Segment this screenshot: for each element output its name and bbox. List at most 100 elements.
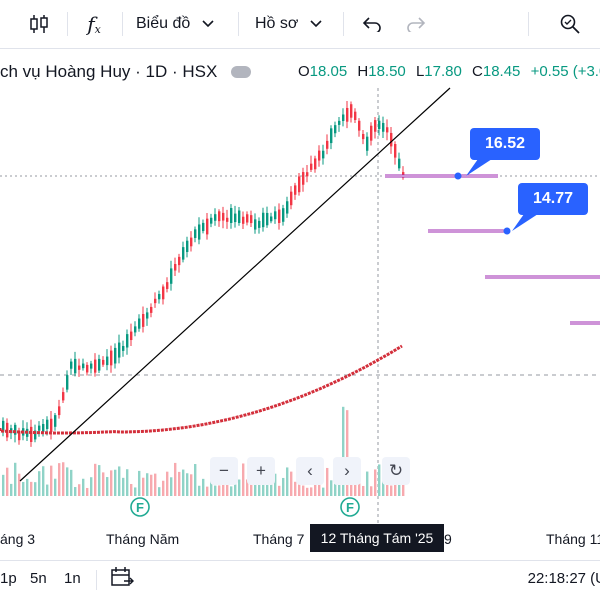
low-value: 17.80 — [424, 63, 462, 80]
x-axis-label: Tháng 7 — [253, 531, 305, 547]
redo-icon[interactable] — [402, 8, 430, 40]
volume-bar — [198, 485, 201, 496]
candle-body — [50, 418, 53, 432]
candle-body — [30, 426, 33, 442]
volume-bar — [270, 476, 273, 496]
profile-dropdown[interactable]: Hồ sơ — [255, 8, 322, 40]
event-marker — [130, 497, 150, 517]
volume-bar — [90, 477, 93, 496]
price-badge-lower[interactable]: 14.77 — [518, 183, 588, 215]
volume-bar — [42, 466, 45, 496]
volume-bar — [86, 487, 89, 496]
candle-body — [122, 345, 125, 351]
range-1n[interactable]: 1n — [64, 570, 81, 587]
candle-body — [266, 212, 269, 226]
plus-icon[interactable]: + — [247, 457, 275, 485]
x-axis-label: Tháng 11 — [546, 531, 600, 547]
range-1p[interactable]: 1p — [0, 570, 17, 587]
volume-bar — [50, 465, 53, 496]
open-key: O — [298, 63, 310, 80]
candle-body — [202, 222, 205, 232]
volume-bar — [310, 487, 313, 496]
volume-bar — [346, 410, 349, 496]
candles-icon-svg — [30, 15, 48, 33]
volume-bar — [314, 475, 317, 496]
trend-line — [19, 87, 451, 482]
volume-bar — [110, 470, 113, 496]
volume-bar — [242, 463, 245, 496]
candle-body — [134, 326, 137, 333]
bottom-separator — [96, 570, 97, 590]
volume-bar — [274, 473, 277, 496]
volume-bar — [330, 480, 333, 496]
calendar-icon[interactable] — [110, 566, 134, 592]
candle-body — [338, 120, 341, 125]
candle-body — [70, 361, 73, 369]
search-icon[interactable] — [556, 8, 584, 40]
candle-body — [294, 185, 297, 195]
volume-bar — [82, 478, 85, 496]
candle-body — [194, 229, 197, 238]
volume-bar — [294, 481, 297, 496]
candle-body — [246, 214, 249, 223]
volume-bar — [62, 462, 65, 496]
symbol-legend[interactable]: ch vụ Hoàng Huy · 1D · HSX — [0, 60, 252, 84]
chevron-left-icon[interactable]: ‹ — [296, 457, 324, 485]
minus-icon[interactable]: − — [210, 457, 238, 485]
volume-bar — [14, 462, 17, 496]
candle-body — [146, 312, 149, 319]
candle-body — [398, 158, 401, 169]
candle-body — [270, 216, 273, 222]
volume-bar — [2, 474, 5, 496]
volume-bar — [178, 471, 181, 496]
candle-body — [290, 191, 293, 206]
visibility-toggle-icon[interactable] — [231, 66, 252, 78]
volume-bar — [94, 463, 97, 496]
volume-bar — [214, 485, 217, 496]
low-key: L — [415, 63, 425, 80]
candle-body — [42, 423, 45, 432]
volume-bar — [402, 482, 405, 496]
candle-body — [218, 211, 221, 222]
volume-bar — [166, 471, 169, 496]
candle-body — [90, 363, 93, 369]
undo-icon[interactable] — [358, 8, 386, 40]
event-marker-label: F — [346, 500, 354, 515]
volume-bar — [362, 485, 365, 496]
candle-body — [250, 215, 253, 224]
candle-body — [378, 120, 381, 129]
volume-bar — [26, 478, 29, 496]
chevron-down-icon — [202, 15, 214, 33]
volume-bar — [78, 484, 81, 496]
candle-body — [306, 172, 309, 177]
range-5n[interactable]: 5n — [30, 570, 47, 587]
moving-average-line — [0, 344, 403, 435]
chevron-right-icon[interactable]: › — [333, 457, 361, 485]
chart-type-dropdown[interactable]: Biểu đồ — [136, 8, 214, 40]
volume-bar — [130, 483, 133, 496]
volume-bar — [326, 467, 329, 496]
chart-type-label: Biểu đồ — [136, 15, 191, 32]
candle-body — [86, 364, 89, 373]
candle-body — [350, 104, 353, 118]
candle-body — [234, 213, 237, 223]
toolbar-separator — [528, 12, 529, 36]
candle-body — [154, 298, 157, 304]
symbol-title: ch vụ Hoàng Huy · 1D · HSX — [0, 62, 218, 81]
candles-icon[interactable] — [25, 8, 53, 40]
candle-body — [230, 208, 233, 223]
chevron-down-icon — [310, 15, 322, 33]
candle-body — [242, 216, 245, 224]
volume-bar — [194, 464, 197, 496]
moving-average-path — [0, 344, 403, 435]
reset-icon[interactable]: ↻ — [382, 457, 410, 485]
clock-time: 22:18:27 (U — [527, 570, 600, 587]
price-badge-upper[interactable]: 16.52 — [470, 128, 540, 160]
candle-body — [346, 107, 349, 122]
x-axis-label: 9 — [444, 531, 452, 547]
volume-bar — [322, 487, 325, 496]
volume-bar — [70, 469, 73, 496]
candle-body — [390, 132, 393, 147]
